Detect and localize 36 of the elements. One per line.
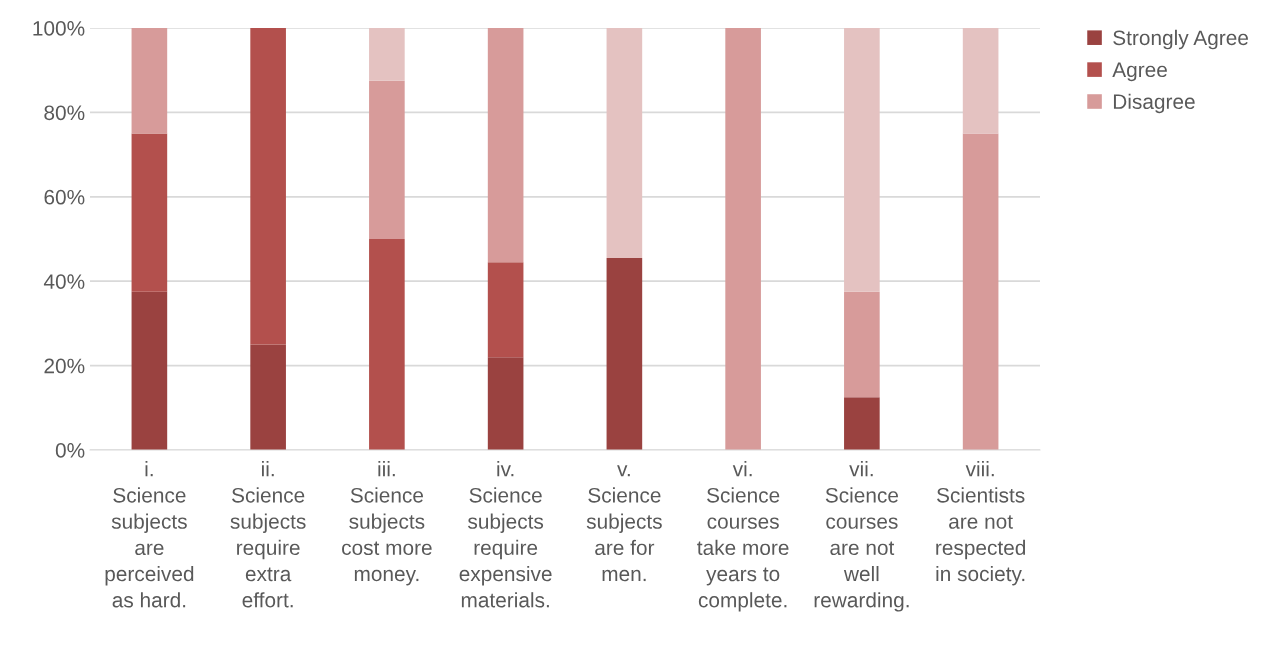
bar bbox=[725, 28, 761, 450]
x-tick-label: viii. Scientists are not respected in society. bbox=[936, 461, 1026, 586]
y-tick-label: 60% bbox=[44, 189, 85, 205]
y-tick-label: 80% bbox=[44, 105, 85, 121]
bar bbox=[131, 133, 168, 292]
y-tick-label: 20% bbox=[44, 358, 85, 374]
bar bbox=[131, 28, 168, 134]
y-tick-label: 40% bbox=[43, 274, 85, 289]
bar bbox=[606, 28, 643, 258]
x-tick-label: iii. Science subjects cost more money. bbox=[342, 461, 432, 586]
x-tick-label: i. Science subjects are perceived as hard. bbox=[105, 461, 194, 608]
x-tick-label: iv. Science subjects require expensive materials. bbox=[459, 461, 552, 608]
bar bbox=[962, 28, 999, 134]
bar bbox=[844, 28, 880, 292]
y-tick-label: 0% bbox=[55, 443, 85, 458]
legend-label: Agree bbox=[1112, 62, 1167, 82]
x-tick-label: vi. Science courses take more years to complete. bbox=[697, 461, 789, 612]
bar bbox=[844, 397, 880, 450]
bar bbox=[844, 291, 880, 398]
bar bbox=[487, 28, 524, 263]
legend-label: Disagree bbox=[1113, 93, 1195, 114]
x-tick-label: v. Science subjects are for men. bbox=[586, 465, 662, 582]
bar bbox=[250, 344, 286, 450]
bar bbox=[606, 257, 643, 450]
x-tick-label: vii. Science courses are not well rewarding. bbox=[814, 461, 909, 612]
x-tick-label: ii. Science subjects require extra effort. bbox=[230, 461, 306, 608]
bar bbox=[962, 133, 999, 450]
bar bbox=[369, 28, 405, 81]
legend-label: Strongly Agree bbox=[1113, 29, 1248, 50]
bar bbox=[487, 357, 524, 450]
y-tick-label: 100% bbox=[33, 21, 85, 36]
bar bbox=[250, 28, 286, 345]
bar bbox=[487, 262, 524, 358]
bar bbox=[369, 239, 405, 450]
bar bbox=[369, 80, 405, 239]
bar bbox=[131, 291, 168, 450]
